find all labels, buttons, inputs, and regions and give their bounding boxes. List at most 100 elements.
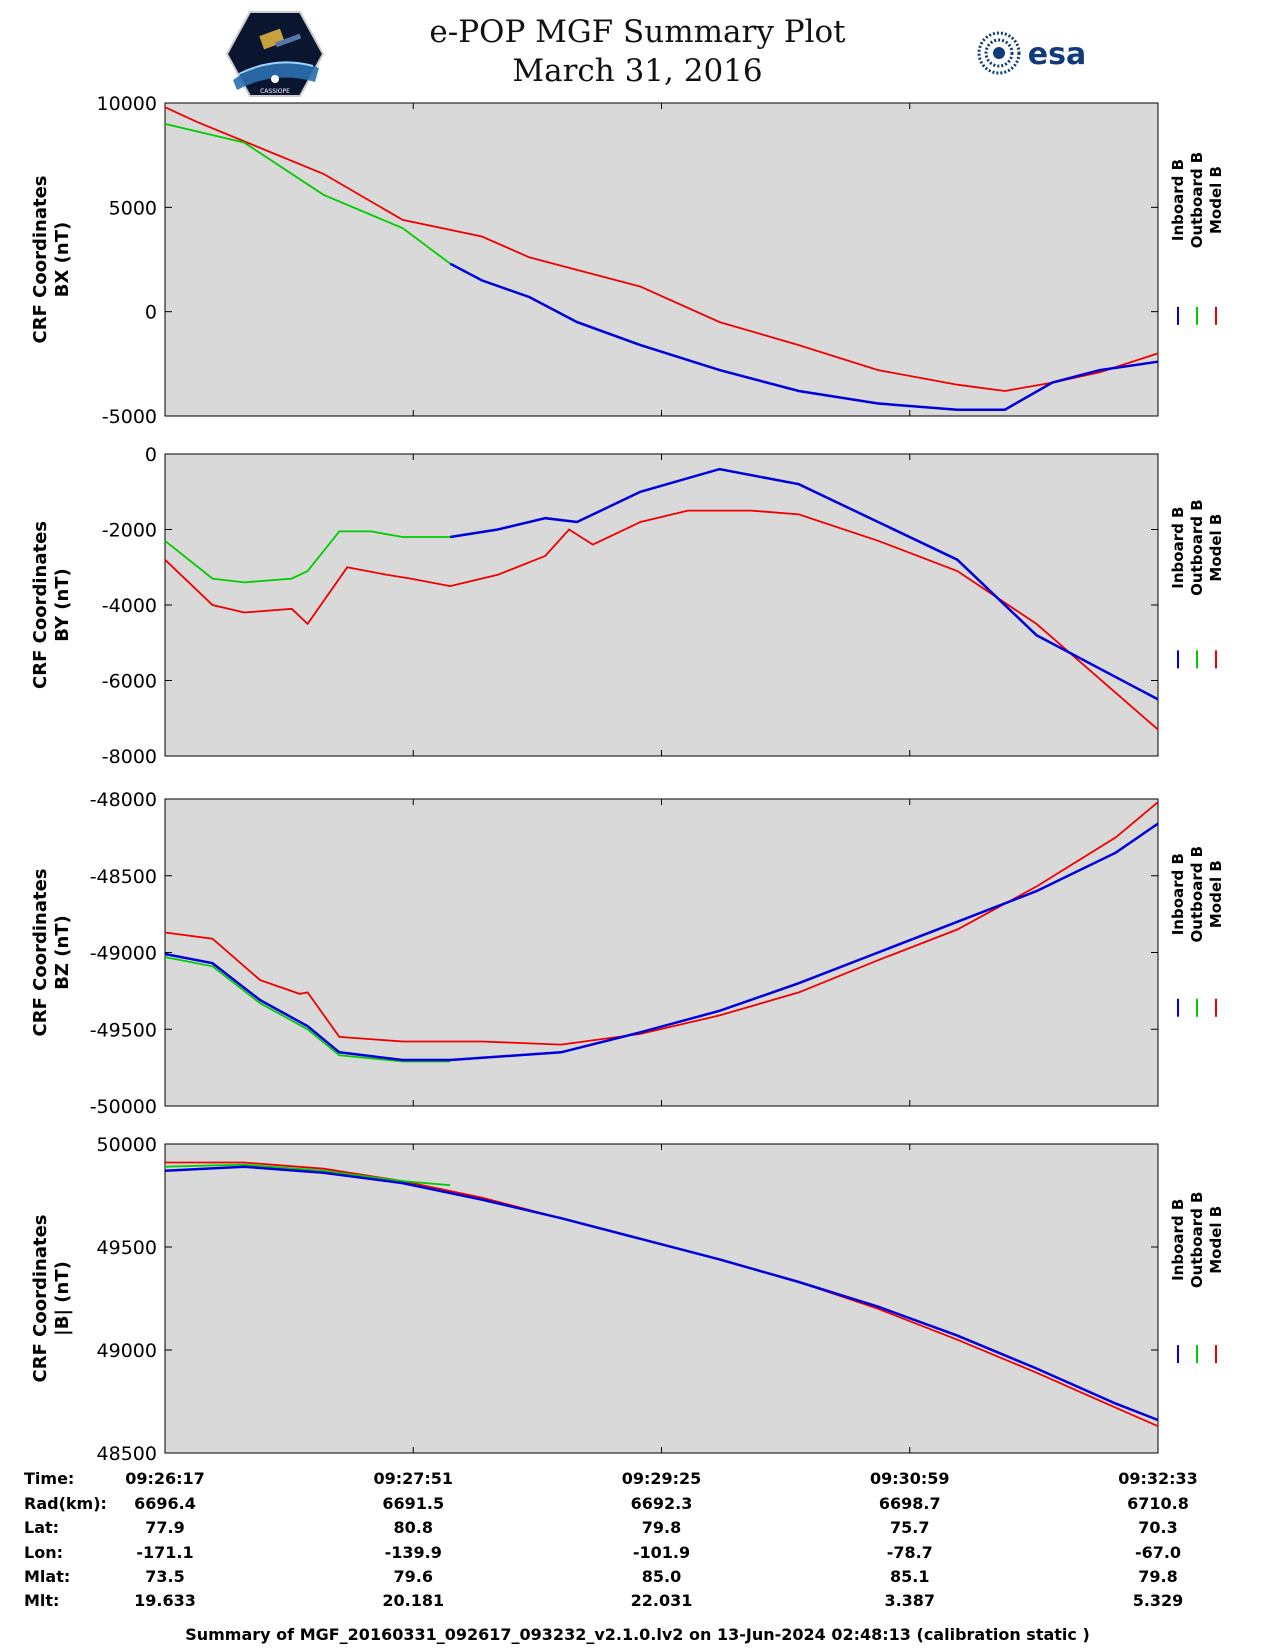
ephemeris-value: 3.387	[884, 1591, 935, 1610]
ephemeris-row-label: Mlt:	[24, 1591, 59, 1610]
y-tick-label: -50000	[90, 1096, 157, 1118]
ephemeris-value: 6692.3	[631, 1494, 693, 1513]
y-tick-label: -4000	[102, 595, 157, 617]
legend-label: Model B	[1207, 514, 1225, 582]
legend-label: Outboard B	[1188, 1192, 1206, 1289]
ephemeris-value: 85.1	[890, 1567, 929, 1586]
legend-label: Inboard B	[1169, 1199, 1187, 1281]
esa-logo-text: esa	[1028, 37, 1086, 72]
chart-panel-2: -8000 -6000 -4000 -2000 0 CRF Coordinates BY (…	[30, 444, 1225, 768]
legend-label: Inboard B	[1169, 853, 1187, 935]
y-tick-label: 49000	[97, 1340, 157, 1362]
plot-area	[164, 102, 1159, 417]
y-axis-label: BX (nT)	[52, 222, 73, 297]
ephemeris-value: 80.8	[394, 1518, 433, 1537]
legend-label: Model B	[1207, 166, 1225, 234]
y-tick-label: 10000	[97, 93, 157, 115]
legend-label: Model B	[1207, 860, 1225, 928]
y-tick-label: -48500	[90, 866, 157, 888]
ephemeris-value: 20.181	[382, 1591, 444, 1610]
ephemeris-value: 6698.7	[879, 1494, 941, 1513]
esa-logo: esa	[977, 31, 1086, 75]
ephemeris-value: 85.0	[642, 1567, 681, 1586]
ephemeris-value: 75.7	[890, 1518, 929, 1537]
page-date: March 31, 2016	[512, 53, 763, 89]
y-tick-label: 49500	[97, 1237, 157, 1259]
ephemeris-value: 09:27:51	[373, 1469, 453, 1488]
y-axis-label: |B| (nT)	[52, 1261, 73, 1336]
y-tick-label: -5000	[102, 406, 157, 428]
series-line-model-b	[164, 801, 1159, 1046]
ephemeris-value: 6696.4	[134, 1494, 196, 1513]
ephemeris-row-label: Mlat:	[24, 1567, 70, 1586]
y-axis-label: CRF Coordinates	[30, 521, 51, 689]
plot-area	[164, 1143, 1159, 1454]
ephemeris-value: 6710.8	[1127, 1494, 1189, 1513]
ephemeris-value: 19.633	[134, 1591, 196, 1610]
ephemeris-value: -139.9	[385, 1543, 442, 1562]
ephemeris-value: 09:32:33	[1118, 1469, 1198, 1488]
ephemeris-value: 09:30:59	[870, 1469, 950, 1488]
y-tick-label: 0	[145, 444, 157, 466]
ephemeris-value: 79.8	[1138, 1567, 1177, 1586]
y-tick-label: 5000	[109, 197, 157, 219]
ephemeris-value: 79.8	[642, 1518, 681, 1537]
chart-panel-1: -5000 0 5000 10000 CRF Coordinates BX (nT) Inb…	[30, 93, 1225, 428]
series-line-inboard-b	[449, 262, 1159, 411]
series-line-outboard-b	[164, 530, 451, 584]
mission-logo-text: CASSIOPE	[260, 88, 290, 95]
y-tick-label: -6000	[102, 671, 157, 693]
ephemeris-value: -101.9	[633, 1543, 690, 1562]
series-line-inboard-b	[164, 1165, 1159, 1422]
ephemeris-value: -171.1	[136, 1543, 193, 1562]
plot-area	[164, 453, 1159, 757]
y-tick-label: -49500	[90, 1019, 157, 1041]
series-line-outboard-b	[164, 123, 451, 265]
ephemeris-value: 77.9	[145, 1518, 184, 1537]
series-line-model-b	[164, 106, 1159, 392]
ephemeris-value: 6691.5	[382, 1494, 444, 1513]
y-tick-label: 0	[145, 302, 157, 324]
series-line-outboard-b	[164, 956, 451, 1063]
legend-label: Outboard B	[1188, 846, 1206, 943]
y-axis-label: CRF Coordinates	[30, 869, 51, 1037]
legend: Inboard B Outboard B Model B	[1169, 1192, 1225, 1364]
legend-label: Inboard B	[1169, 159, 1187, 241]
series-line-inboard-b	[450, 467, 1159, 701]
page-title: e-POP MGF Summary Plot	[429, 14, 846, 50]
legend: Inboard B Outboard B Model B	[1169, 846, 1225, 1017]
series-line-model-b	[164, 509, 1159, 731]
series-line-inboard-b	[164, 822, 1159, 1062]
y-tick-label: -49000	[90, 943, 157, 965]
y-axis-label: BY (nT)	[52, 568, 73, 642]
series-line-outboard-b	[164, 1163, 451, 1187]
ephemeris-table: Time: Rad(km): Lat: Lon: Mlat: Mlt: 09:26:17 66…	[24, 1469, 1198, 1610]
ephemeris-row-label: Lon:	[24, 1543, 63, 1562]
ephemeris-value: 70.3	[1138, 1518, 1177, 1537]
y-tick-label: 50000	[97, 1134, 157, 1156]
ephemeris-value: -78.7	[887, 1543, 933, 1562]
plot-area	[164, 798, 1159, 1107]
ephemeris-value: -67.0	[1135, 1543, 1181, 1562]
y-tick-label: 48500	[97, 1443, 157, 1465]
ephemeris-row-label: Lat:	[24, 1518, 59, 1537]
legend: Inboard B Outboard B Model B	[1169, 499, 1225, 669]
ephemeris-value: 73.5	[145, 1567, 184, 1586]
ephemeris-value: 5.329	[1133, 1591, 1184, 1610]
chart-panel-4: 48500 49000 49500 50000 CRF Coordinates |B| (…	[30, 1134, 1225, 1465]
y-axis-label: BZ (nT)	[52, 915, 73, 990]
ephemeris-value: 09:26:17	[125, 1469, 205, 1488]
y-tick-label: -8000	[102, 746, 157, 768]
legend-label: Model B	[1207, 1206, 1225, 1274]
y-tick-label: -2000	[102, 520, 157, 542]
legend: Inboard B Outboard B Model B	[1169, 152, 1225, 325]
legend-label: Outboard B	[1188, 152, 1206, 249]
legend-label: Inboard B	[1169, 507, 1187, 589]
legend-label: Outboard B	[1188, 499, 1206, 596]
ephemeris-value: 79.6	[394, 1567, 433, 1586]
y-axis-label: CRF Coordinates	[30, 1215, 51, 1383]
mission-logo: CASSIOPE	[225, 11, 325, 97]
chart-panel-3: -50000 -49500 -49000 -48500 -48000 CRF Coordi…	[30, 789, 1225, 1118]
